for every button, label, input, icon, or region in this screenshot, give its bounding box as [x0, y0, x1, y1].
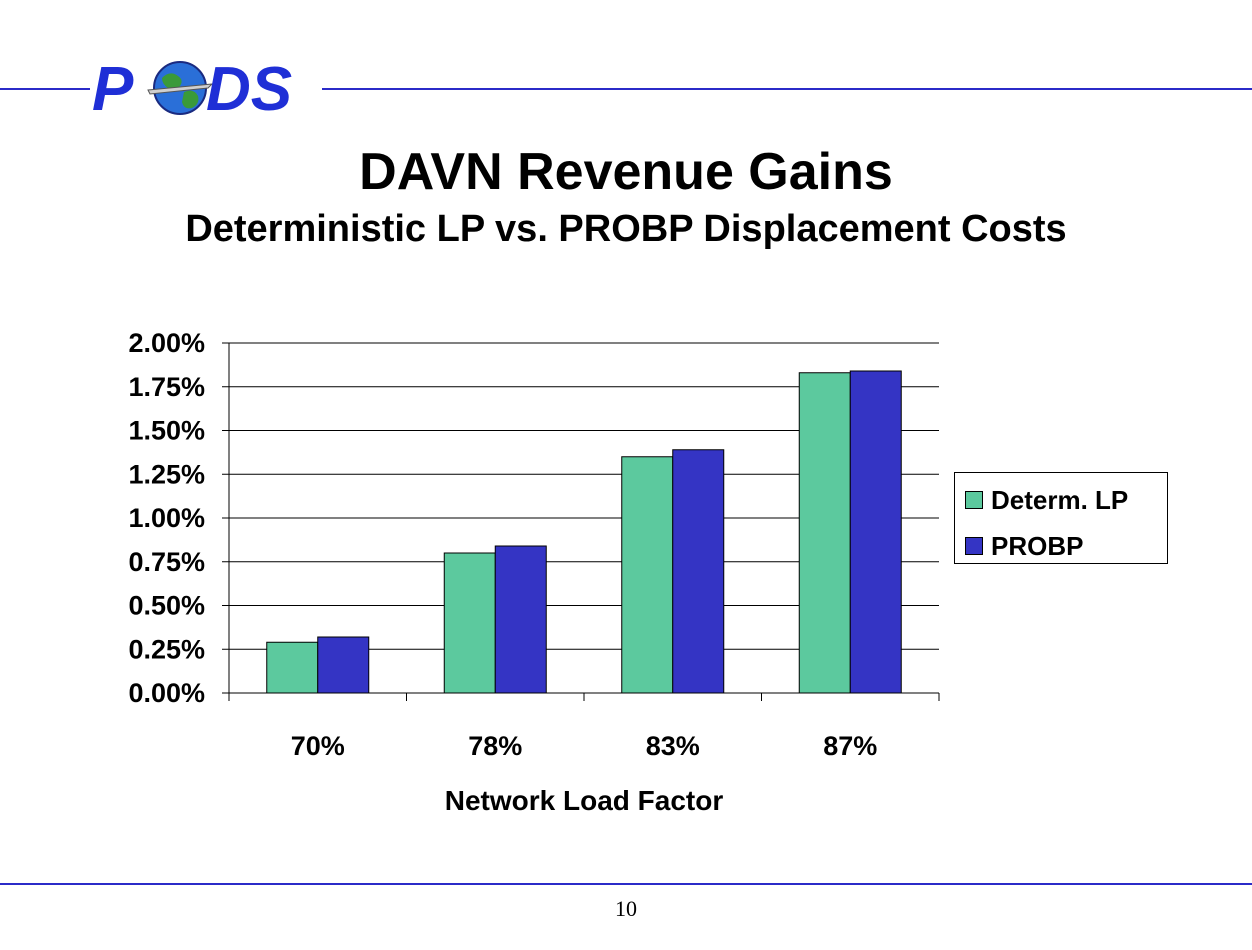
y-tick-label: 0.00% — [128, 678, 205, 708]
x-tick-label: 78% — [468, 731, 522, 761]
bar-determ-lp — [266, 641, 319, 694]
y-tick-label: 1.75% — [128, 372, 205, 402]
pods-logo: P DS — [92, 55, 292, 122]
legend-swatch-determ-lp — [965, 491, 983, 509]
header-rule-right — [322, 88, 1252, 90]
svg-text:DS: DS — [206, 55, 292, 122]
y-tick-label: 0.25% — [128, 634, 205, 664]
x-tick-label: 70% — [291, 731, 345, 761]
y-tick-label: 0.75% — [128, 547, 205, 577]
legend-item-determ-lp: Determ. LP — [965, 485, 1128, 515]
globe-icon — [147, 61, 214, 115]
header-rule-left — [0, 88, 90, 90]
page-number: 10 — [615, 896, 637, 921]
y-tick-label: 1.00% — [128, 503, 205, 533]
bar-probp — [672, 449, 725, 694]
y-tick-label: 2.00% — [128, 328, 205, 358]
legend-label-probp: PROBP — [991, 530, 1084, 561]
y-tick-label: 1.25% — [128, 459, 205, 489]
bar-probp — [849, 370, 902, 694]
legend-label-determ-lp: Determ. LP — [991, 484, 1129, 515]
bar-probp — [494, 545, 547, 694]
slide-title: DAVN Revenue Gains — [359, 143, 893, 201]
x-tick-label: 87% — [823, 731, 877, 761]
x-tick-label: 83% — [646, 731, 700, 761]
footer-rule — [0, 883, 1252, 885]
bar-determ-lp — [443, 552, 496, 694]
y-tick-label: 1.50% — [128, 416, 205, 446]
legend-swatch-probp — [965, 537, 983, 555]
revenue-gains-bar-chart: 0.00% 0.25% 0.50% 0.75% 1.00% 1.25% 1.50% 1.75%… — [128, 328, 940, 816]
x-axis-label: Network Load Factor — [445, 785, 724, 816]
slide-subtitle: Deterministic LP vs. PROBP Displacement … — [185, 208, 1067, 250]
chart-legend: Determ. LP PROBP — [954, 472, 1168, 564]
svg-text:P: P — [92, 55, 134, 122]
bar-determ-lp — [798, 372, 851, 694]
y-tick-label: 0.50% — [128, 591, 205, 621]
bar-determ-lp — [621, 456, 674, 694]
bar-probp — [317, 636, 370, 694]
legend-item-probp: PROBP — [965, 531, 1083, 561]
